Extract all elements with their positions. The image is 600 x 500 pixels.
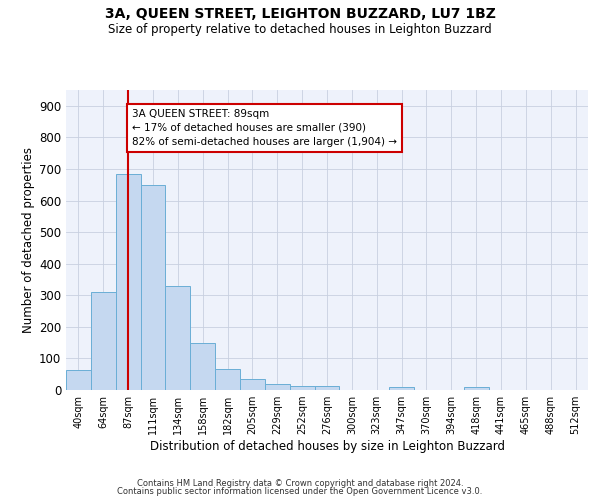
- X-axis label: Distribution of detached houses by size in Leighton Buzzard: Distribution of detached houses by size …: [149, 440, 505, 453]
- Bar: [166, 286, 190, 390]
- Text: 3A, QUEEN STREET, LEIGHTON BUZZARD, LU7 1BZ: 3A, QUEEN STREET, LEIGHTON BUZZARD, LU7 …: [104, 8, 496, 22]
- Text: Contains public sector information licensed under the Open Government Licence v3: Contains public sector information licen…: [118, 487, 482, 496]
- Bar: [265, 384, 290, 390]
- Bar: [190, 342, 215, 390]
- Bar: [389, 387, 414, 390]
- Text: Size of property relative to detached houses in Leighton Buzzard: Size of property relative to detached ho…: [108, 22, 492, 36]
- Bar: [464, 387, 488, 390]
- Bar: [290, 386, 314, 390]
- Bar: [91, 292, 116, 390]
- Y-axis label: Number of detached properties: Number of detached properties: [22, 147, 35, 333]
- Bar: [215, 370, 240, 390]
- Text: 3A QUEEN STREET: 89sqm
← 17% of detached houses are smaller (390)
82% of semi-de: 3A QUEEN STREET: 89sqm ← 17% of detached…: [132, 109, 397, 147]
- Bar: [116, 174, 140, 390]
- Bar: [66, 370, 91, 390]
- Bar: [240, 379, 265, 390]
- Bar: [314, 386, 340, 390]
- Text: Contains HM Land Registry data © Crown copyright and database right 2024.: Contains HM Land Registry data © Crown c…: [137, 478, 463, 488]
- Bar: [140, 184, 166, 390]
